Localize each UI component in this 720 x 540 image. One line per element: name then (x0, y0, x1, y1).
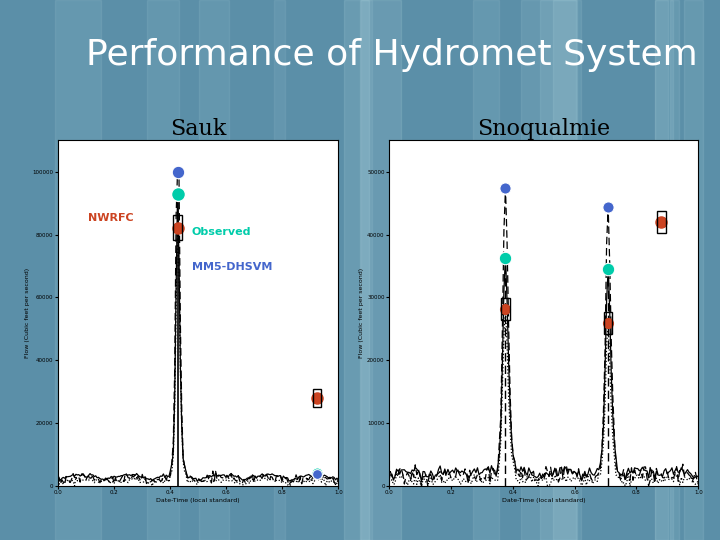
Bar (540, 0, 581, 540)
Text: NWRFC: NWRFC (88, 213, 133, 223)
Y-axis label: Flow (Cubic feet per second): Flow (Cubic feet per second) (24, 268, 30, 358)
X-axis label: Date-Time (local standard): Date-Time (local standard) (156, 498, 240, 503)
Bar (313, 389, 321, 408)
Bar (148, 0, 179, 540)
Bar (654, 0, 668, 540)
Bar (657, 211, 665, 233)
Bar (501, 298, 510, 320)
X-axis label: Date-Time (local standard): Date-Time (local standard) (502, 498, 585, 503)
Bar (174, 215, 181, 240)
Bar (473, 0, 499, 540)
Bar (604, 312, 613, 334)
Text: Performance of Hydromet System: Performance of Hydromet System (86, 38, 698, 72)
Bar (670, 0, 679, 540)
Bar (55, 0, 102, 540)
Text: MM5-DHSVM: MM5-DHSVM (192, 262, 272, 272)
Title: Snoqualmie: Snoqualmie (477, 118, 610, 140)
Title: Sauk: Sauk (170, 118, 226, 140)
Bar (655, 0, 673, 540)
Bar (360, 0, 401, 540)
Bar (274, 0, 285, 540)
Text: Observed: Observed (192, 227, 251, 237)
Bar (521, 0, 577, 540)
Y-axis label: Flow (Cubic feet per second): Flow (Cubic feet per second) (359, 268, 364, 358)
Bar (199, 0, 229, 540)
Bar (361, 0, 372, 540)
Bar (343, 0, 369, 540)
Bar (684, 0, 703, 540)
Bar (554, 0, 577, 540)
